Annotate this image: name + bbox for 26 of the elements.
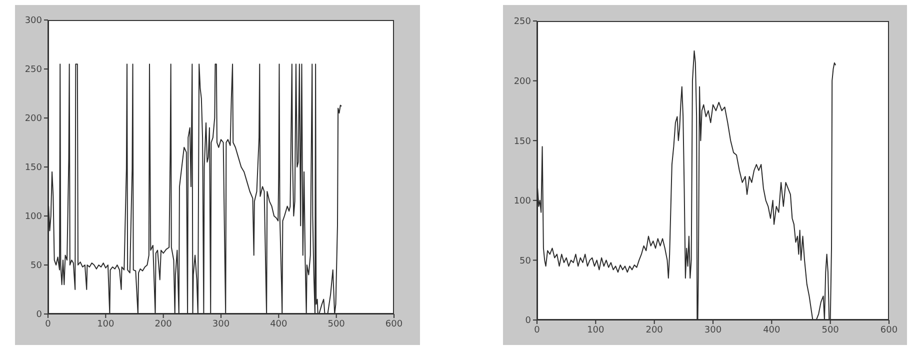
y-tick-label: 100 [24,212,42,222]
y-tick-label: 50 [30,261,42,272]
x-tick-label: 300 [704,325,722,336]
y-tick-label: 100 [514,196,532,207]
x-tick-label: 600 [385,319,403,330]
x-tick-label: 500 [822,325,840,336]
y-tick-label: 300 [24,16,42,26]
x-tick-label: 200 [646,325,664,336]
y-tick-label: 200 [24,114,42,124]
x-tick-label: 100 [587,325,605,336]
x-tick-label: 600 [880,325,898,336]
x-tick-label: 400 [763,325,781,336]
x-tick-label: 400 [270,319,288,330]
y-tick-label: 0 [36,310,42,320]
x-tick-label: 0 [534,325,540,336]
x-tick-label: 300 [212,319,230,330]
x-tick-label: 100 [97,319,115,330]
y-tick-label: 150 [24,163,42,174]
y-tick-label: 50 [520,256,532,266]
x-tick-label: 0 [45,319,52,330]
y-tick-label: 250 [24,65,42,76]
y-tick-label: 250 [514,17,532,28]
x-tick-label: 200 [154,319,172,330]
y-tick-label: 150 [514,136,532,147]
x-tick-label: 500 [328,319,346,330]
y-tick-label: 200 [514,76,532,87]
